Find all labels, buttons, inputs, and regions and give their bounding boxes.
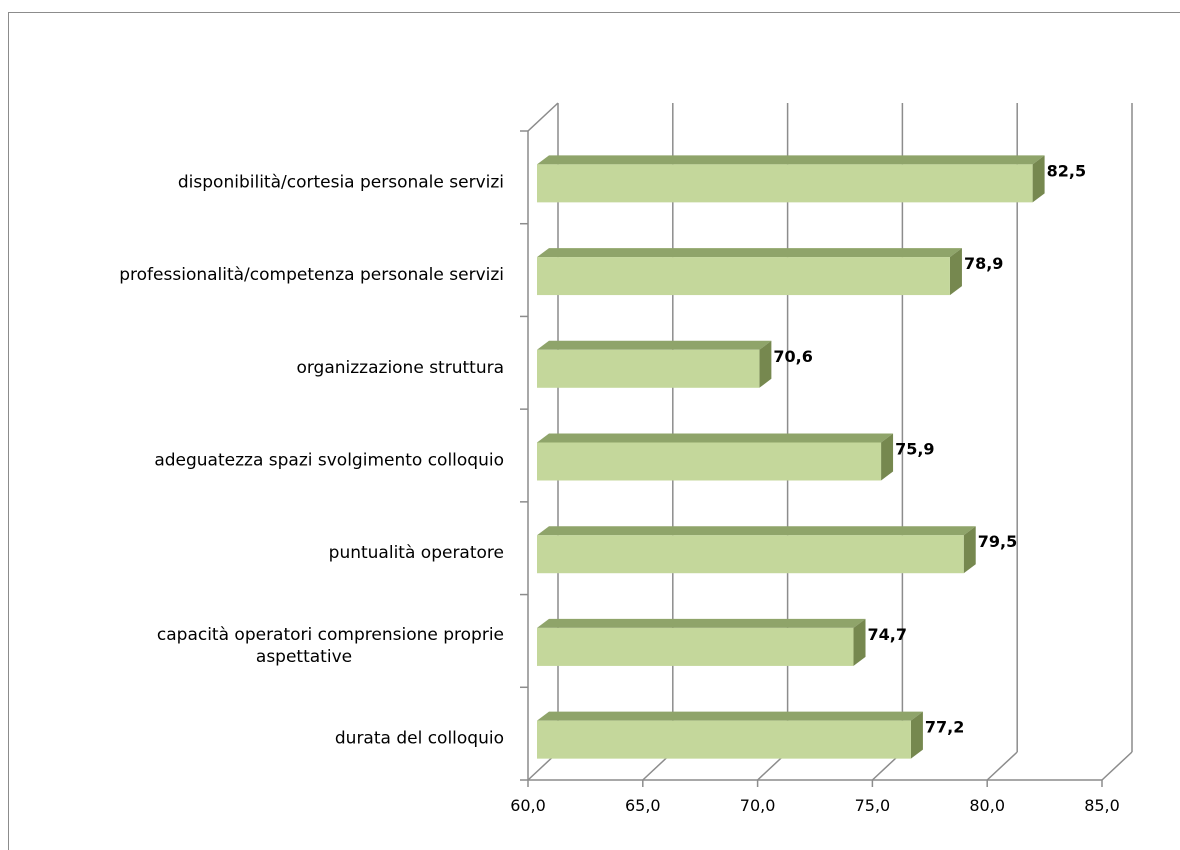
category-label: capacità operatori comprensione proprie bbox=[157, 625, 504, 645]
category-label: organizzazione struttura bbox=[296, 358, 504, 378]
bar-top-face bbox=[537, 433, 894, 443]
floor-gridline bbox=[1101, 751, 1133, 781]
floor-gridline bbox=[986, 751, 1018, 781]
x-tick-label: 60,0 bbox=[510, 796, 546, 815]
bar-top-face bbox=[537, 155, 1045, 165]
bar-side-face bbox=[759, 340, 772, 388]
data-label: 78,9 bbox=[964, 254, 1003, 273]
category-label: professionalità/competenza personale ser… bbox=[119, 265, 504, 285]
x-tick-label: 65,0 bbox=[625, 796, 661, 815]
x-tick-label: 75,0 bbox=[855, 796, 891, 815]
data-label: 70,6 bbox=[773, 347, 812, 366]
category-label: disponibilità/cortesia personale servizi bbox=[178, 172, 504, 192]
bar bbox=[537, 164, 1033, 203]
bar-side-face bbox=[881, 433, 894, 481]
data-label: 82,5 bbox=[1047, 161, 1086, 180]
bar bbox=[537, 627, 854, 666]
bar-top-face bbox=[537, 248, 962, 258]
x-tick-label: 80,0 bbox=[969, 796, 1005, 815]
data-label: 74,7 bbox=[868, 625, 907, 644]
category-label: puntualità operatore bbox=[329, 543, 504, 563]
x-tick-label: 85,0 bbox=[1084, 796, 1120, 815]
category-label: aspettative bbox=[256, 647, 352, 667]
bar-top-face bbox=[537, 618, 866, 628]
category-label: durata del colloquio bbox=[335, 729, 504, 749]
bar-side-face bbox=[963, 526, 976, 574]
bar-top-face bbox=[537, 526, 976, 536]
bar-side-face bbox=[1032, 155, 1045, 203]
x-tick-label: 70,0 bbox=[740, 796, 776, 815]
bar bbox=[537, 257, 950, 296]
data-label: 79,5 bbox=[978, 532, 1017, 551]
bar bbox=[537, 720, 911, 759]
side-wall-edge bbox=[527, 102, 559, 132]
bar bbox=[537, 349, 760, 388]
bar bbox=[537, 442, 882, 481]
bar-top-face bbox=[537, 340, 772, 350]
data-label: 75,9 bbox=[895, 440, 934, 459]
bar bbox=[537, 535, 964, 574]
bar-side-face bbox=[910, 711, 923, 759]
bar-side-face bbox=[853, 618, 866, 666]
bar-top-face bbox=[537, 711, 923, 721]
chart-area bbox=[8, 12, 1180, 850]
category-label: adeguatezza spazi svolgimento colloquio bbox=[154, 451, 504, 471]
data-label: 77,2 bbox=[925, 718, 964, 737]
bar-side-face bbox=[949, 248, 962, 296]
